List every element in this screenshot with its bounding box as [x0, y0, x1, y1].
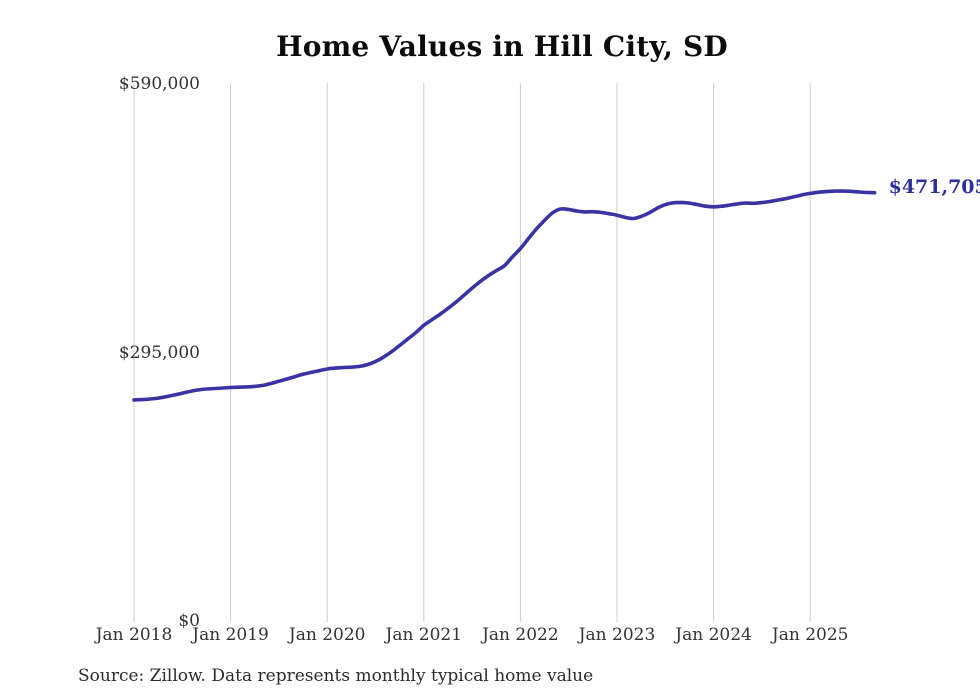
x-tick-label: Jan 2018	[95, 625, 173, 645]
x-tick-label: Jan 2022	[482, 625, 559, 645]
y-tick-text: $590,000	[118, 74, 200, 94]
y-tick-text: $0	[178, 611, 200, 631]
y-tick-text: $295,000	[118, 342, 200, 363]
y-tick-label: $295,000	[0, 343, 200, 363]
chart-title: Home Values in Hill City, SD	[276, 30, 728, 63]
source-note: Source: Zillow. Data represents monthly …	[78, 666, 594, 686]
x-tick-label: Jan 2025	[771, 625, 849, 645]
current-value-label: $471,705	[888, 175, 980, 198]
x-tick-label: Jan 2024	[675, 625, 752, 645]
x-tick-label: Jan 2019	[192, 625, 269, 645]
y-tick-label: $590,000	[0, 74, 200, 94]
x-tick-label: Jan 2020	[288, 625, 366, 645]
x-tick-label: Jan 2021	[385, 625, 463, 645]
home-value-line	[132, 189, 877, 402]
gridlines	[133, 83, 811, 622]
x-tick-label: Jan 2023	[578, 625, 656, 645]
y-tick-label: $0	[0, 611, 200, 631]
